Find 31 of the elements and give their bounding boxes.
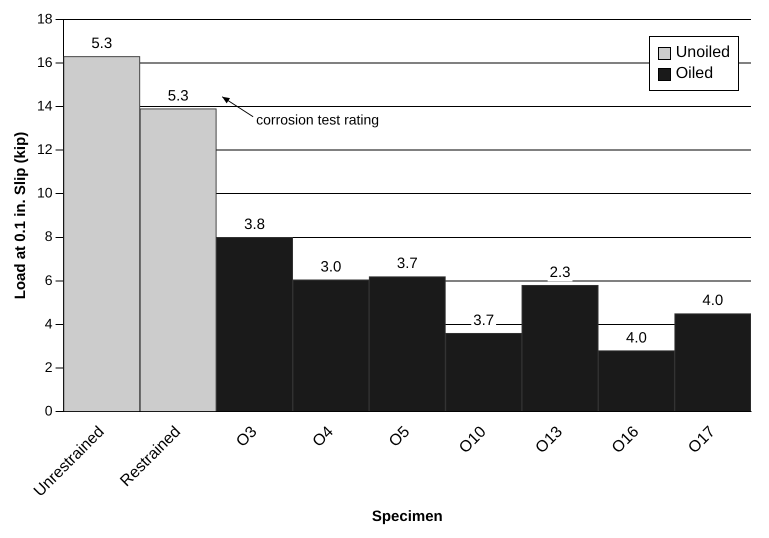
annotation: 3.0 [320, 258, 342, 276]
annotation: 3.7 [396, 255, 418, 272]
y-tick-label: 6 [44, 272, 53, 288]
y-tick-label: 12 [36, 141, 53, 158]
x-tick-label: O16 [608, 423, 642, 457]
annotation: 4.0 [702, 292, 724, 310]
y-tick-label: 4 [44, 315, 53, 332]
x-tick-label: O17 [685, 423, 719, 457]
legend-label: Oiled [676, 65, 714, 83]
x-tick-label: O4 [310, 423, 337, 450]
y-tick-label: 18 [36, 10, 53, 26]
y-tick-label: 2 [44, 358, 53, 375]
y-tick-label: 0 [44, 402, 53, 419]
x-tick-label: O10 [456, 423, 490, 457]
y-axis-title: Load at 0.1 in. Slip (kip) [12, 132, 30, 300]
legend-label: Unoiled [676, 44, 730, 62]
annotation: 3.8 [244, 216, 265, 233]
x-tick-label: O13 [532, 423, 566, 457]
annotation: 4.0 [626, 329, 647, 346]
x-axis-title: Specimen [372, 508, 443, 526]
y-tick-label: 14 [36, 97, 53, 114]
y-tick-label: 10 [36, 184, 53, 201]
annotation: corrosion test rating [256, 112, 380, 128]
annotation: 5.3 [91, 35, 112, 52]
annotation: 2.3 [550, 264, 570, 281]
annotation: 5.3 [168, 87, 189, 104]
annotation: 3.7 [473, 312, 494, 329]
x-tick-label: O5 [386, 423, 414, 450]
y-tick-label: 8 [44, 228, 53, 244]
y-tick-label: 16 [36, 54, 53, 70]
x-tick-label: O3 [233, 423, 261, 450]
